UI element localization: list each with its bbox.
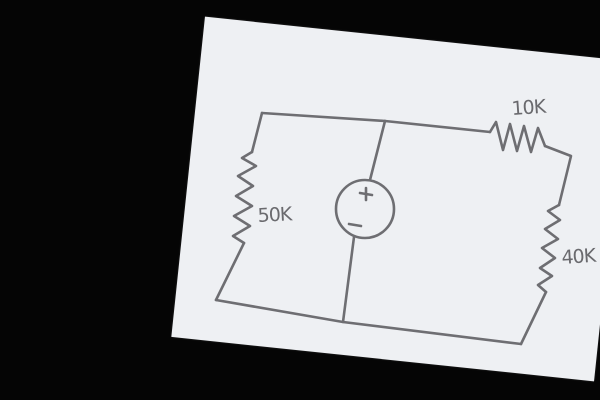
right-top-wire	[543, 144, 573, 207]
resistor-50k	[231, 150, 258, 245]
plus-sign	[358, 186, 374, 202]
left-top-wire	[250, 111, 264, 154]
top-left-wire	[260, 111, 387, 123]
label-50k: 50K	[257, 203, 293, 227]
label-40k: 40K	[561, 245, 598, 269]
top-right-wire	[383, 119, 492, 134]
middle-top-wire	[368, 119, 387, 182]
middle-bottom-wire	[341, 235, 356, 324]
minus-sign	[347, 222, 363, 228]
resistor-10k	[488, 120, 547, 154]
bottom-wire	[214, 298, 523, 346]
voltage-source	[334, 178, 396, 240]
resistor-40k	[536, 203, 562, 294]
left-bottom-wire	[214, 241, 246, 302]
label-10k: 10K	[511, 96, 548, 120]
right-bottom-wire	[519, 290, 548, 346]
